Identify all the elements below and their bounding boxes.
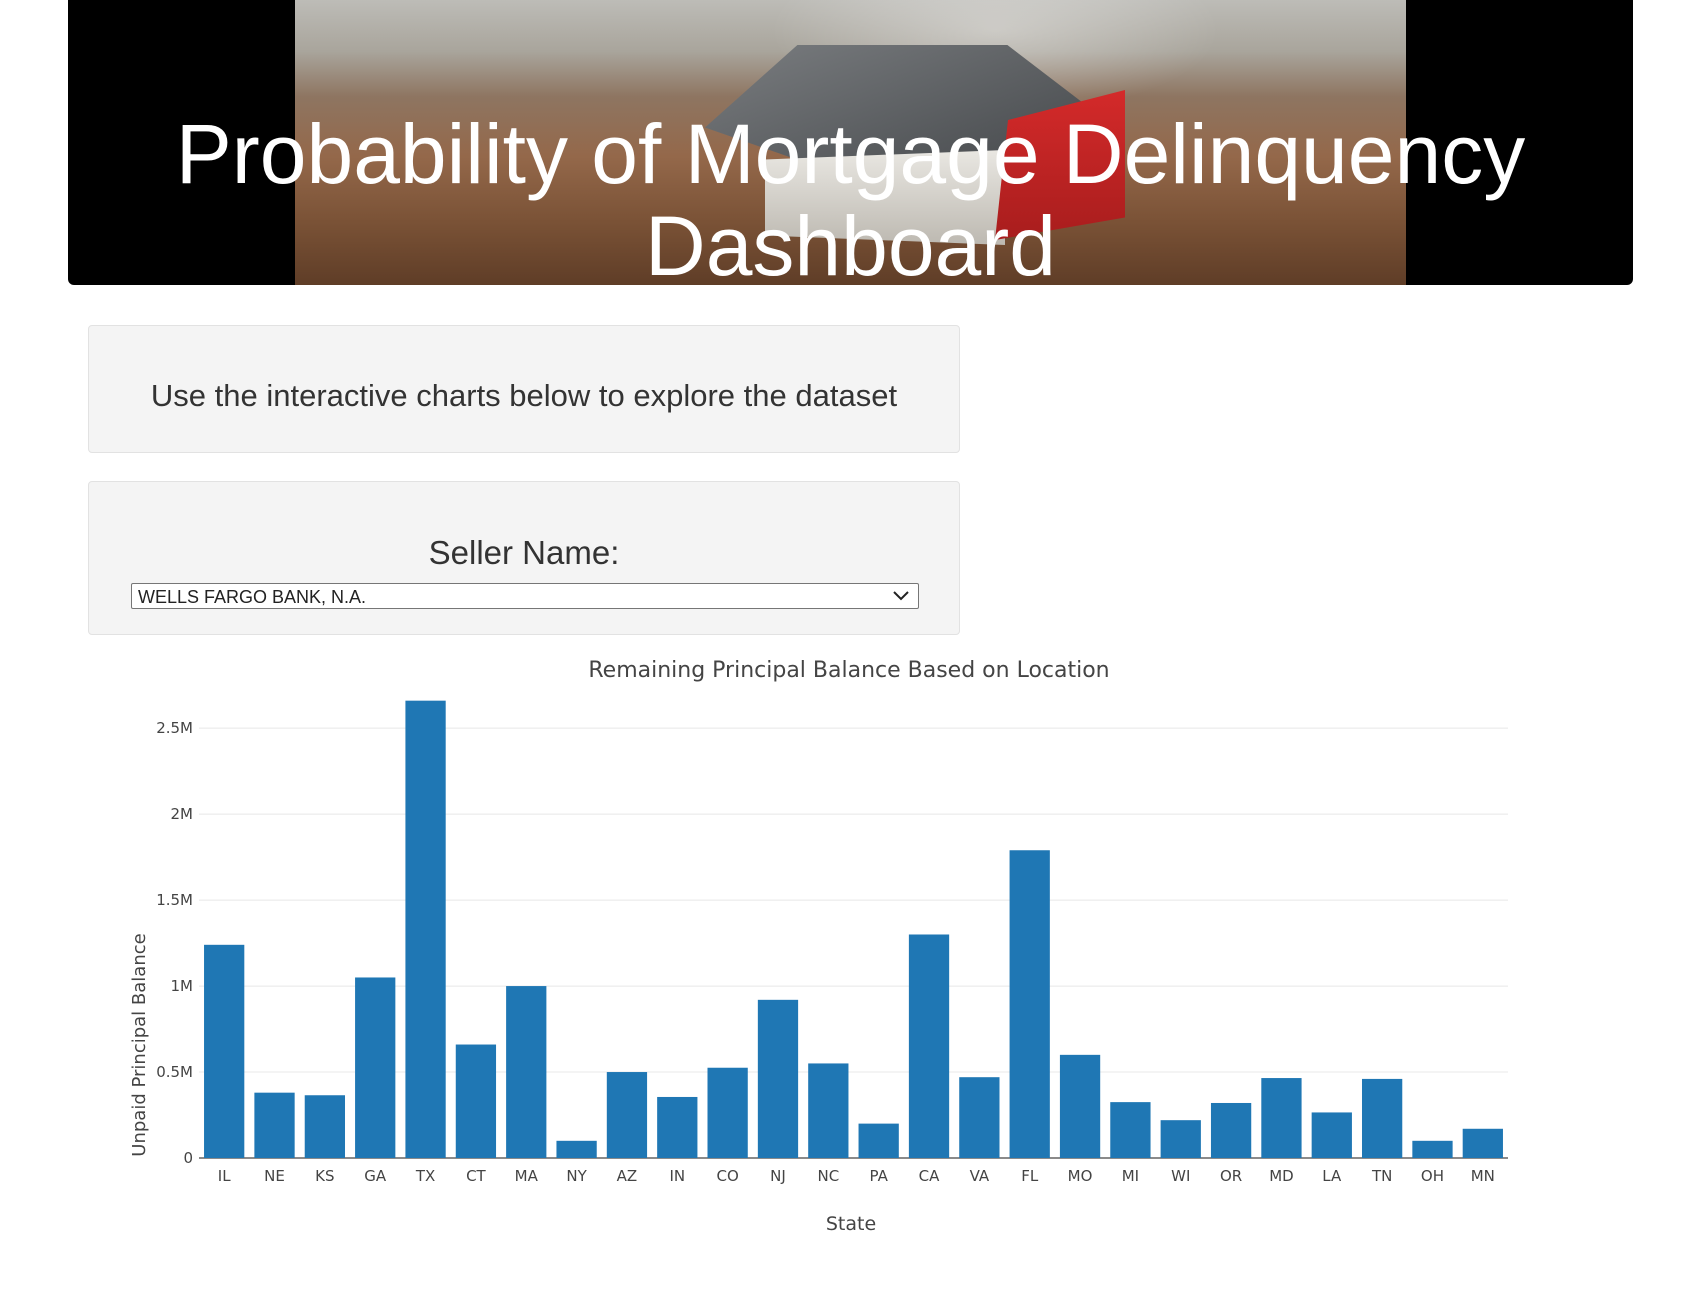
bar-fl[interactable] bbox=[1009, 850, 1050, 1158]
y-tick-label: 2M bbox=[171, 805, 194, 823]
x-tick-label: VA bbox=[970, 1167, 990, 1185]
x-tick-label: PA bbox=[869, 1167, 888, 1185]
bar-ga[interactable] bbox=[355, 977, 396, 1158]
seller-name-dropdown[interactable]: WELLS FARGO BANK, N.A. bbox=[131, 583, 919, 609]
bar-mo[interactable] bbox=[1059, 1054, 1101, 1158]
bar-in[interactable] bbox=[657, 1096, 698, 1158]
x-tick-label: TX bbox=[415, 1167, 435, 1185]
chart-title: Remaining Principal Balance Based on Loc… bbox=[588, 658, 1110, 683]
seller-name-label: Seller Name: bbox=[428, 534, 620, 571]
bar-pa[interactable] bbox=[858, 1123, 899, 1158]
x-tick-label: NJ bbox=[770, 1167, 786, 1185]
bar-la[interactable] bbox=[1311, 1112, 1352, 1158]
x-tick-label: FL bbox=[1021, 1167, 1039, 1185]
y-tick-label: 1M bbox=[171, 977, 194, 995]
x-tick-label: IN bbox=[669, 1167, 685, 1185]
x-tick-label: NE bbox=[264, 1167, 285, 1185]
balance-by-state-chart: Remaining Principal Balance Based on Loc… bbox=[0, 650, 1698, 1250]
x-tick-label: MI bbox=[1122, 1167, 1139, 1185]
intro-card: Use the interactive charts below to expl… bbox=[88, 325, 960, 453]
x-axis-label: State bbox=[826, 1213, 876, 1235]
x-tick-label: OR bbox=[1220, 1167, 1242, 1185]
x-tick-label: WI bbox=[1171, 1167, 1190, 1185]
bar-va[interactable] bbox=[959, 1077, 1000, 1158]
bar-wi[interactable] bbox=[1160, 1120, 1201, 1158]
x-tick-label: IL bbox=[218, 1167, 231, 1185]
bar-ca[interactable] bbox=[908, 934, 950, 1158]
bar-oh[interactable] bbox=[1412, 1140, 1453, 1158]
x-tick-label: KS bbox=[315, 1167, 334, 1185]
bar-mn[interactable] bbox=[1462, 1128, 1503, 1158]
seller-name-selected-value: WELLS FARGO BANK, N.A. bbox=[138, 587, 367, 607]
x-tick-label: LA bbox=[1322, 1167, 1342, 1185]
bar-mi[interactable] bbox=[1110, 1102, 1151, 1158]
y-tick-label: 2.5M bbox=[156, 719, 193, 737]
x-tick-label: OH bbox=[1421, 1167, 1444, 1185]
x-tick-label: MA bbox=[515, 1167, 539, 1185]
x-tick-label: MN bbox=[1471, 1167, 1495, 1185]
bar-co[interactable] bbox=[707, 1067, 748, 1158]
y-tick-label: 1.5M bbox=[156, 891, 193, 909]
bar-ny[interactable] bbox=[556, 1140, 597, 1158]
bar-ne[interactable] bbox=[254, 1092, 295, 1158]
x-tick-label: NC bbox=[817, 1167, 839, 1185]
bar-md[interactable] bbox=[1261, 1078, 1302, 1158]
bar-tn[interactable] bbox=[1361, 1078, 1403, 1158]
bar-ma[interactable] bbox=[506, 986, 547, 1158]
page-title: Probability of Mortgage Delinquency Dash… bbox=[175, 107, 1526, 285]
x-tick-label: CA bbox=[919, 1167, 940, 1185]
x-tick-label: MO bbox=[1068, 1167, 1093, 1185]
x-tick-label: GA bbox=[364, 1167, 387, 1185]
y-axis-label: Unpaid Principal Balance bbox=[129, 933, 150, 1156]
y-tick-label: 0 bbox=[183, 1149, 193, 1167]
bar-az[interactable] bbox=[606, 1072, 648, 1158]
bar-ct[interactable] bbox=[455, 1044, 497, 1158]
x-tick-label: NY bbox=[566, 1167, 587, 1185]
chart-plot-area: 0 0.5M 1M 1.5M 2M 2.5M IL NE KS GA TX CT MA NY AZ IN CO… bbox=[129, 700, 1508, 1235]
hero-banner: Probability of Mortgage Delinquency Dash… bbox=[68, 0, 1633, 285]
seller-filter-card: Seller Name: WELLS FARGO BANK, N.A. bbox=[88, 481, 960, 635]
x-tick-label: TN bbox=[1371, 1167, 1392, 1185]
bar-ks[interactable] bbox=[304, 1095, 346, 1158]
y-tick-label: 0.5M bbox=[156, 1063, 193, 1081]
bar-il[interactable] bbox=[204, 944, 245, 1158]
bar-nc[interactable] bbox=[808, 1063, 849, 1158]
bar-or[interactable] bbox=[1210, 1102, 1252, 1158]
x-tick-label: AZ bbox=[617, 1167, 638, 1185]
intro-text: Use the interactive charts below to expl… bbox=[150, 378, 898, 413]
x-tick-label: MD bbox=[1269, 1167, 1294, 1185]
x-tick-label: CT bbox=[466, 1167, 486, 1185]
house-wall-white-shape bbox=[765, 150, 1005, 245]
house-photo bbox=[295, 0, 1406, 285]
bar-tx[interactable] bbox=[405, 700, 446, 1158]
chevron-down-icon bbox=[893, 591, 909, 601]
x-tick-label: CO bbox=[716, 1167, 738, 1185]
bar-nj[interactable] bbox=[757, 999, 799, 1158]
